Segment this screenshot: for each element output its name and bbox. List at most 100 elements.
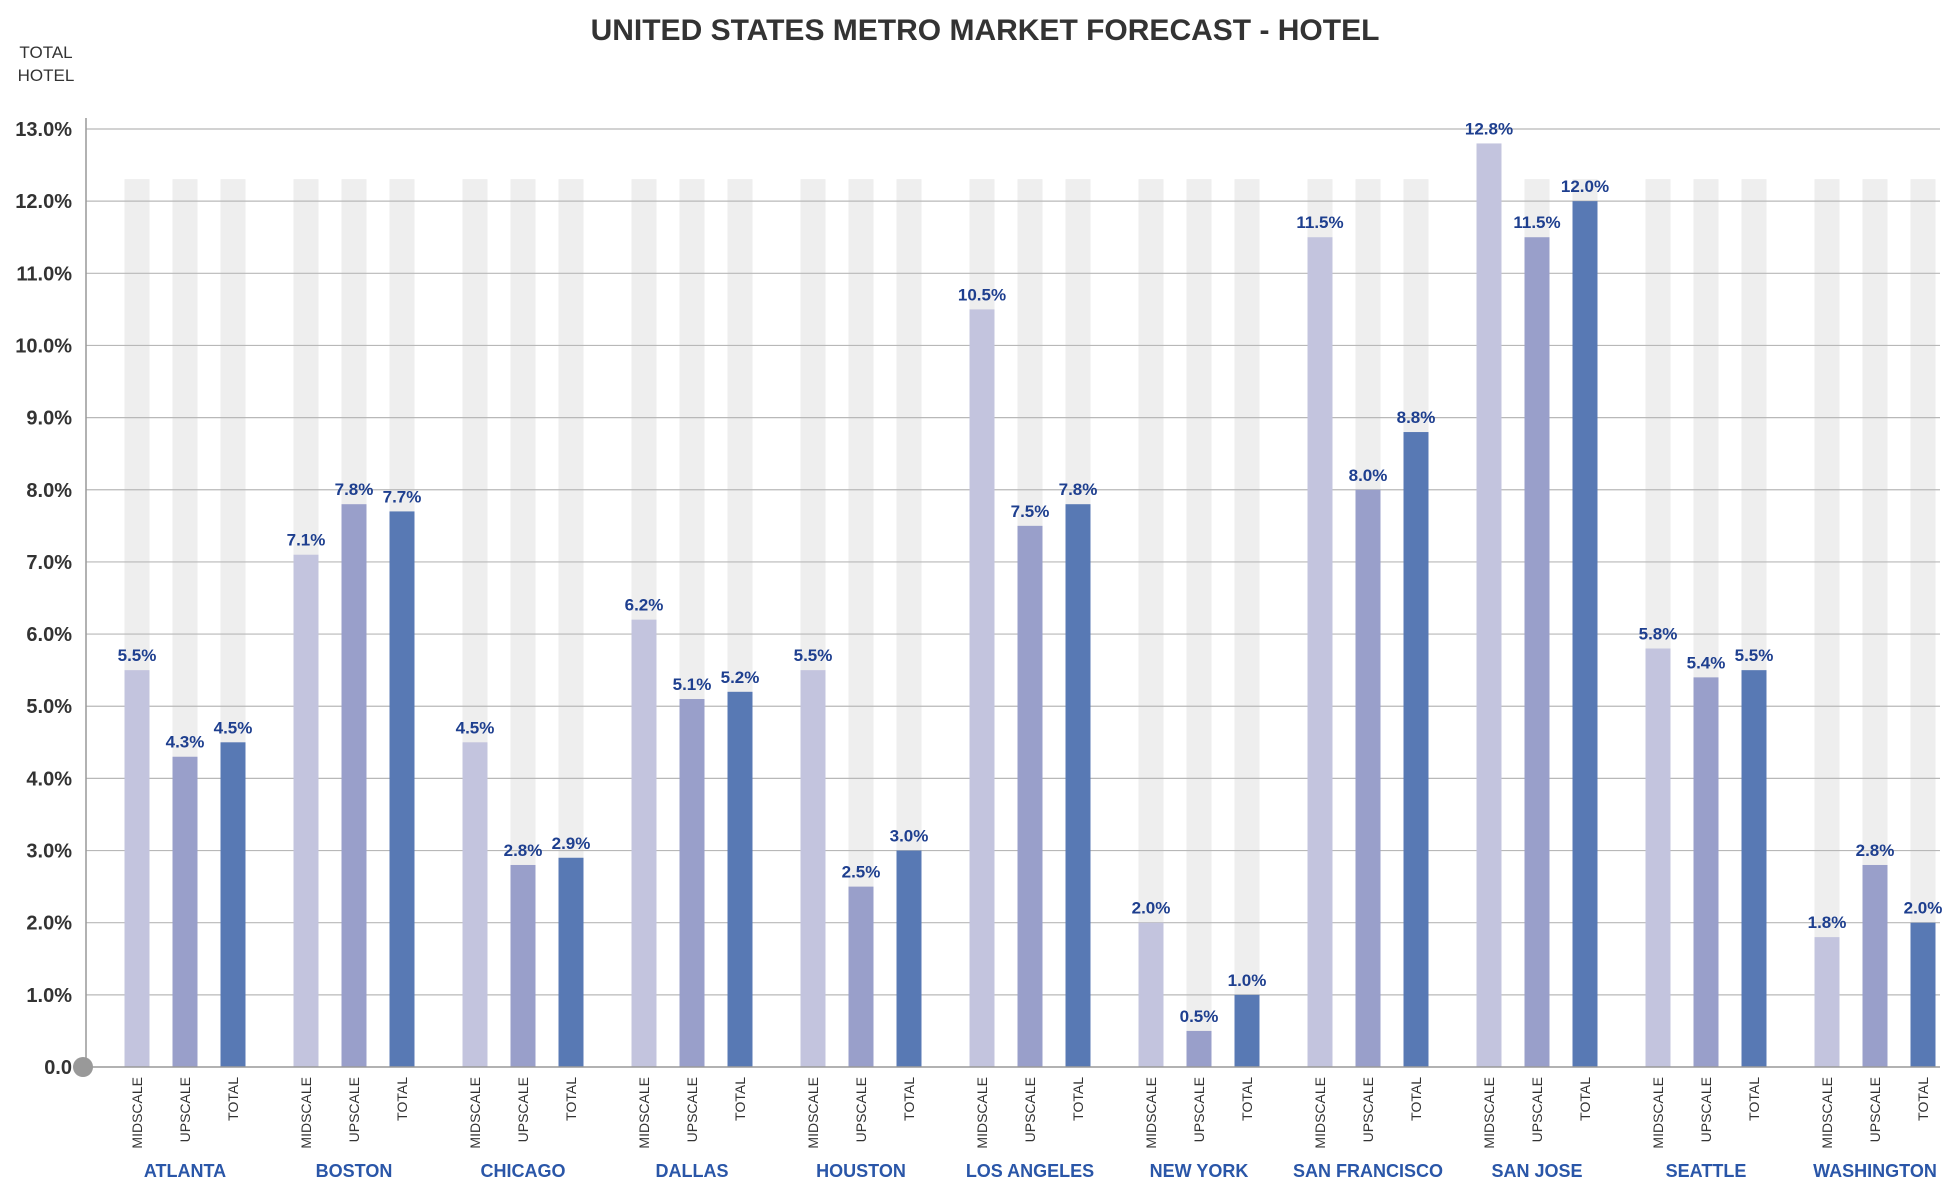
bar [510,864,536,1067]
y-tick-label: 6.0% [26,624,72,646]
data-label: 7.5% [1011,502,1050,521]
bar [172,756,198,1067]
bar [1065,504,1091,1067]
data-label: 4.5% [456,718,495,737]
bar [1693,677,1719,1067]
data-label: 5.2% [721,668,760,687]
category-label: SEATTLE [1666,1161,1747,1181]
bar [896,850,922,1067]
data-label: 2.8% [504,841,543,860]
bar [558,857,584,1067]
y-tick-label: 12.0% [15,191,72,213]
category-label: LOS ANGELES [966,1161,1094,1181]
series-label: MIDSCALE [467,1077,483,1149]
data-label: 5.8% [1639,625,1678,644]
category-label: CHICAGO [481,1161,566,1181]
bar [389,511,415,1067]
data-label: 5.1% [673,675,712,694]
bar [969,309,995,1067]
category-label: ATLANTA [144,1161,226,1181]
series-label: UPSCALE [1360,1077,1376,1142]
series-label: UPSCALE [515,1077,531,1142]
data-label: 2.8% [1856,841,1895,860]
category-labels: ATLANTA BOSTON CHICAGO DALLAS HOUSTON LOS ANG… [144,1161,1937,1181]
data-label: 11.5% [1513,213,1560,232]
data-label: 4.3% [166,733,205,752]
series-label: UPSCALE [1867,1077,1883,1142]
data-label: 11.5% [1296,213,1343,232]
data-label: 12.8% [1465,119,1513,138]
category-label: BOSTON [316,1161,393,1181]
bar [1138,922,1164,1067]
series-label: MIDSCALE [298,1077,314,1149]
series-label: TOTAL [225,1077,241,1121]
bar [1307,237,1333,1067]
bar [220,742,246,1067]
bar [1910,922,1936,1067]
series-label: TOTAL [563,1077,579,1121]
bar [679,699,705,1067]
bar [1814,937,1840,1067]
y-tick-label: 11.0% [16,263,72,285]
series-label: UPSCALE [1698,1077,1714,1142]
bar [631,619,657,1067]
series-label: TOTAL [901,1077,917,1121]
series-label: MIDSCALE [1143,1077,1159,1149]
bar [1355,489,1381,1067]
data-label: 1.8% [1808,913,1847,932]
series-label: TOTAL [394,1077,410,1121]
series-labels: MIDSCALE UPSCALE TOTAL MIDSCALE UPSCALE TOTAL… [129,1077,1931,1149]
y-tick-label: 7.0% [26,552,72,574]
bar [1741,670,1767,1067]
series-label: MIDSCALE [805,1077,821,1149]
series-label: TOTAL [1915,1077,1931,1121]
chart-title: UNITED STATES METRO MARKET FORECAST - HO… [591,14,1380,47]
data-label: 5.4% [1687,653,1726,672]
y-tick-labels: 0.0 1.0% 2.0% 3.0% 4.0% 5.0% 6.0% 7.0% 8.0% 9.0% 1… [15,119,72,1079]
y-tick-label: 13.0% [15,119,72,141]
bar [727,691,753,1067]
background-track [1186,179,1212,1068]
y-axis-label-line-1: TOTAL [19,43,72,62]
data-label: 8.8% [1397,408,1436,427]
series-label: UPSCALE [1529,1077,1545,1142]
data-label: 3.0% [890,827,929,846]
y-tick-label: 3.0% [26,841,72,863]
bar [341,504,367,1067]
series-label: UPSCALE [346,1077,362,1142]
data-label: 10.5% [958,285,1006,304]
series-label: MIDSCALE [1650,1077,1666,1149]
y-tick-label: 4.0% [26,768,72,790]
data-label: 2.0% [1132,899,1171,918]
series-label: MIDSCALE [129,1077,145,1149]
data-label: 7.8% [1059,480,1098,499]
series-label: TOTAL [732,1077,748,1121]
data-label: 5.5% [118,646,157,665]
y-axis-label-line-2: HOTEL [18,66,75,85]
series-label: TOTAL [1746,1077,1762,1121]
data-label: 7.1% [287,531,326,550]
bar [1017,525,1043,1067]
bar [1234,994,1260,1067]
background-track [1814,179,1840,1068]
bar [462,742,488,1067]
category-label: SAN JOSE [1491,1161,1582,1181]
data-label: 6.2% [625,596,664,615]
series-label: TOTAL [1239,1077,1255,1121]
data-label: 7.8% [335,480,374,499]
series-label: TOTAL [1408,1077,1424,1121]
data-label: 2.9% [552,834,591,853]
origin-dot [73,1057,93,1077]
y-tick-label: 1.0% [26,985,72,1007]
data-label: 5.5% [1735,646,1774,665]
data-label: 2.0% [1904,899,1943,918]
series-label: UPSCALE [1022,1077,1038,1142]
category-label: NEW YORK [1150,1161,1249,1181]
y-tick-label: 5.0% [26,696,72,718]
series-label: MIDSCALE [1312,1077,1328,1149]
series-label: TOTAL [1070,1077,1086,1121]
data-label: 12.0% [1561,177,1609,196]
series-label: UPSCALE [1191,1077,1207,1142]
